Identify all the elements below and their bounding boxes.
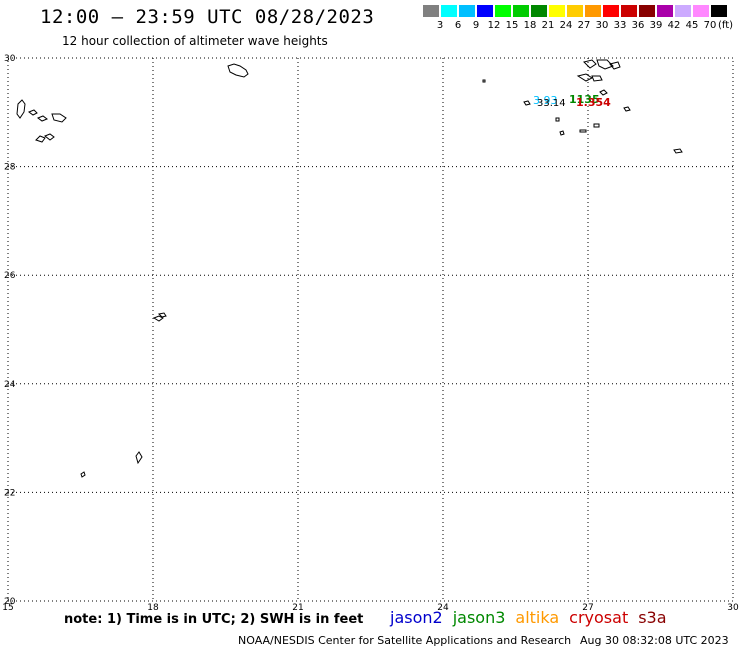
island-outline — [596, 59, 614, 70]
y-tick-label: 24 — [4, 380, 16, 390]
island-outline — [623, 106, 631, 112]
obs-value: 1.354 — [576, 96, 611, 109]
satellite-legend: jason2 jason3 altika cryosat s3a — [390, 608, 667, 627]
legend-label: 30 — [595, 20, 609, 31]
legend-swatch — [602, 4, 620, 18]
legend-label: 18 — [523, 20, 537, 31]
obs-value: 1135 — [569, 93, 600, 106]
legend-swatch — [584, 4, 602, 18]
satellite-label-s3a: s3a — [638, 608, 667, 627]
legend-swatch — [422, 4, 440, 18]
altimeter-observations: 3.93 33.14 1135 1.354 — [533, 93, 611, 109]
y-tick-label: 20 — [4, 597, 16, 607]
x-tick-label: 24 — [437, 603, 449, 613]
x-tick-label: 18 — [147, 603, 159, 613]
obs-value: 33.14 — [537, 98, 566, 109]
legend-swatch — [512, 4, 530, 18]
legend-swatch — [620, 4, 638, 18]
note-text: note: 1) Time is in UTC; 2) SWH is in fe… — [64, 612, 364, 627]
y-tick-label: 28 — [4, 163, 16, 173]
legend-swatch — [476, 4, 494, 18]
legend-swatch — [656, 4, 674, 18]
island-outline — [579, 129, 587, 133]
island-outline — [157, 312, 167, 318]
island-outline — [559, 130, 565, 136]
legend-label: 39 — [649, 20, 663, 31]
legend-label: 42 — [667, 20, 681, 31]
legend-swatch — [530, 4, 548, 18]
legend-label: 6 — [454, 20, 462, 31]
island-outline — [583, 59, 597, 69]
island-outline — [591, 75, 603, 82]
obs-value: 3.93 — [533, 94, 558, 107]
island-outline — [135, 451, 143, 465]
legend-unit: (ft) — [718, 20, 734, 31]
legend-label: 21 — [541, 20, 555, 31]
legend-swatch — [548, 4, 566, 18]
legend-label: 45 — [685, 20, 699, 31]
island-outline — [593, 123, 600, 128]
island-outline — [51, 113, 67, 123]
x-tick-label: 15 — [2, 603, 13, 613]
x-tick-label: 21 — [292, 603, 303, 613]
x-tick-label: 30 — [727, 603, 739, 613]
island-outline — [35, 135, 46, 143]
legend-label: 27 — [577, 20, 591, 31]
island-outline — [80, 471, 86, 478]
map-subtitle: 12 hour collection of altimeter wave hei… — [62, 34, 328, 48]
legend-swatch — [566, 4, 584, 18]
legend-label: 3 — [436, 20, 444, 31]
credit-timestamp: Aug 30 08:32:08 UTC 2023 — [580, 634, 729, 647]
island-outline — [16, 99, 26, 119]
color-legend — [422, 4, 728, 18]
legend-swatch — [710, 4, 728, 18]
satellite-label-jason2: jason2 — [390, 608, 443, 627]
map-title: 12:00 – 23:59 UTC 08/28/2023 — [40, 6, 375, 28]
island-outline — [576, 73, 593, 82]
legend-label: 9 — [472, 20, 480, 31]
island-outline — [599, 89, 608, 96]
legend-swatch — [692, 4, 710, 18]
plot-frame — [7, 57, 734, 602]
coastlines — [16, 59, 683, 478]
island-outline — [227, 63, 249, 78]
legend-labels: 3 6 9 12 15 18 21 24 27 30 33 36 39 42 45 70 — [422, 20, 740, 32]
legend-swatch — [638, 4, 656, 18]
satellite-label-cryosat: cryosat — [569, 608, 629, 627]
island-outline — [44, 133, 55, 141]
x-tick-label: 27 — [582, 603, 593, 613]
satellite-label-altika: altika — [515, 608, 560, 627]
y-tick-label: 30 — [4, 54, 16, 64]
legend-swatch — [674, 4, 692, 18]
island-outline — [609, 61, 621, 70]
island-outline — [523, 100, 531, 106]
legend-label: 70 — [703, 20, 717, 31]
island-outline — [482, 79, 486, 83]
grid-lines — [8, 58, 733, 601]
legend-swatch — [440, 4, 458, 18]
island-outline — [27, 109, 38, 116]
legend-swatch — [458, 4, 476, 18]
island-outline — [36, 115, 49, 122]
credit-text: NOAA/NESDIS Center for Satellite Applica… — [238, 634, 572, 647]
y-tick-label: 26 — [4, 271, 16, 281]
legend-label: 12 — [487, 20, 501, 31]
legend-swatch — [494, 4, 512, 18]
axis-tick-labels: 15 18 21 24 27 30 30 28 26 24 22 20 — [2, 54, 739, 613]
satellite-label-jason3: jason3 — [452, 608, 506, 627]
legend-label: 15 — [505, 20, 519, 31]
legend-label: 33 — [613, 20, 627, 31]
legend-label: 36 — [631, 20, 645, 31]
y-tick-label: 22 — [4, 488, 15, 498]
legend-label: 24 — [559, 20, 573, 31]
island-outline — [152, 315, 164, 322]
island-outline — [673, 148, 683, 154]
island-outline — [555, 117, 560, 122]
